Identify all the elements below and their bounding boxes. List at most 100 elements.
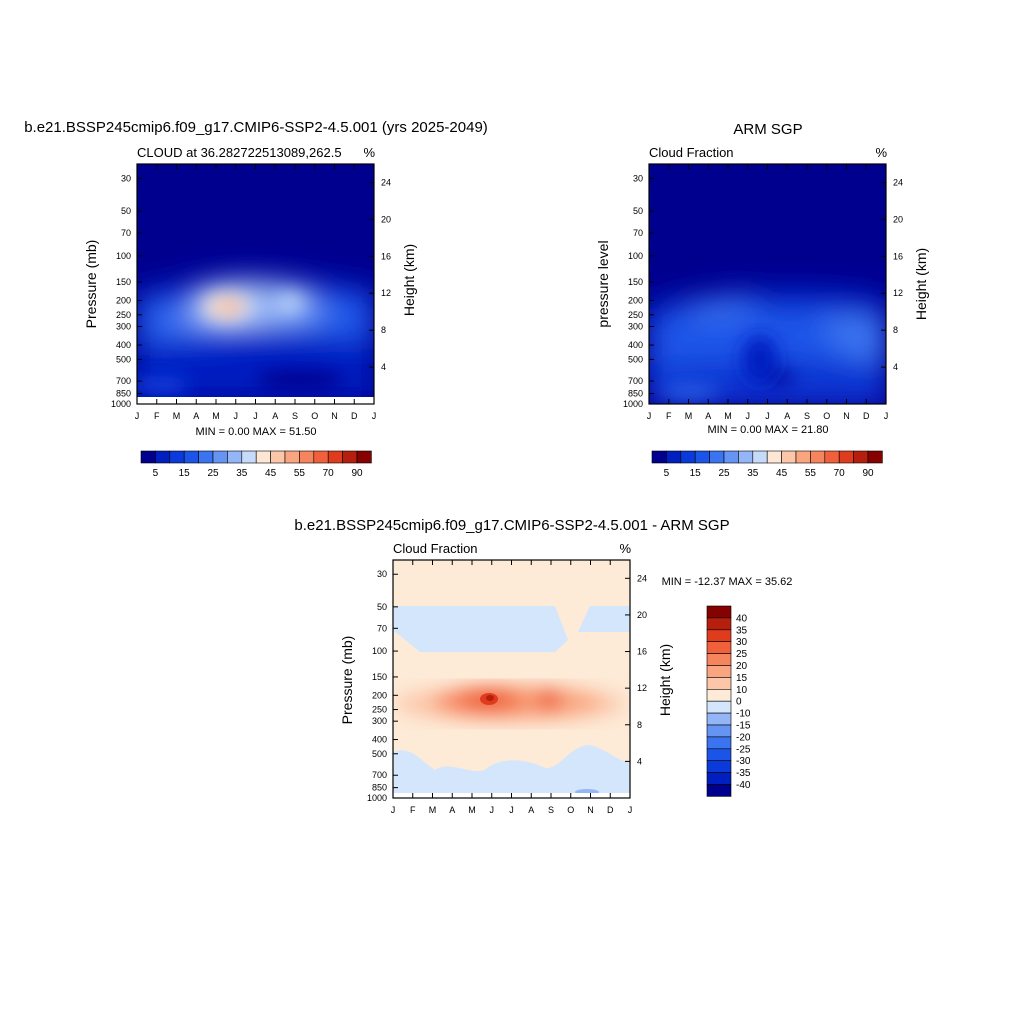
colorbar-label: 90 — [862, 468, 874, 479]
x-tick-label: M — [724, 411, 732, 421]
y2-tick-label: 16 — [381, 251, 391, 261]
x-tick-label: M — [429, 805, 437, 815]
y-tick-label: 300 — [372, 716, 387, 726]
x-tick-label: D — [607, 805, 614, 815]
colorbar-box — [706, 688, 732, 702]
y2-tick-label: 20 — [893, 214, 903, 224]
panel-title: b.e21.BSSP245cmip6.f09_g17.CMIP6-SSP2-4.… — [294, 517, 729, 534]
y2-tick-label: 4 — [893, 362, 898, 372]
y-tick-label: 30 — [121, 173, 131, 183]
panel-left-label: Cloud Fraction — [393, 541, 478, 556]
x-tick-label: F — [154, 411, 160, 421]
colorbar-label: 15 — [690, 468, 702, 479]
colorbar-label: 25 — [718, 468, 730, 479]
y-tick-label: 300 — [116, 322, 131, 332]
min-max-text: MIN = 0.00 MAX = 51.50 — [195, 426, 316, 438]
colorbar-box — [706, 760, 732, 773]
y-tick-label: 1000 — [623, 399, 643, 409]
panel-difference: b.e21.BSSP245cmip6.f09_g17.CMIP6-SSP2-4.… — [294, 517, 792, 815]
colorbar-box — [255, 450, 271, 464]
colorbar-box — [706, 653, 732, 666]
colorbar-box — [169, 450, 185, 464]
colorbar-label: 55 — [294, 468, 306, 479]
y2-tick-label: 24 — [893, 177, 903, 187]
y-tick-label: 200 — [628, 295, 643, 305]
x-tick-label: A — [528, 805, 534, 815]
colorbar-box — [327, 450, 343, 464]
min-max-text: MIN = 0.00 MAX = 21.80 — [707, 424, 828, 436]
x-tick-label: N — [843, 411, 850, 421]
colorbar-box — [241, 450, 257, 464]
colorbar-box — [752, 450, 768, 464]
y2-tick-label: 8 — [893, 325, 898, 335]
colorbar-box — [284, 450, 300, 464]
colorbar-box — [212, 450, 228, 464]
y-tick-label: 30 — [377, 569, 387, 579]
colorbar-box — [140, 450, 156, 464]
y-tick-label: 500 — [372, 749, 387, 759]
y2-tick-label: 24 — [381, 177, 391, 187]
panel-title: b.e21.BSSP245cmip6.f09_g17.CMIP6-SSP2-4.… — [24, 119, 488, 136]
panel-left-label: CLOUD at 36.282722513089,262.5 — [137, 145, 342, 160]
colorbar-label: 35 — [236, 468, 248, 479]
colorbar-label: 40 — [736, 613, 748, 624]
colorbar-box — [198, 450, 214, 464]
colorbar-box — [706, 736, 732, 750]
colorbar-box — [838, 450, 854, 464]
x-tick-label: A — [193, 411, 199, 421]
colorbar: 5 15 25 35 45 55 70 90 — [140, 450, 372, 479]
panel-observation: ARM SGP Cloud Fraction % 30 50 70 100 150 200… — [595, 121, 929, 479]
x-tick-label: M — [468, 805, 476, 815]
panel-left-label: Cloud Fraction — [649, 145, 734, 160]
colorbar-box — [853, 450, 869, 464]
colorbar-box — [738, 450, 754, 464]
panel-units-label: % — [363, 145, 375, 160]
min-max-text: MIN = -12.37 MAX = 35.62 — [662, 576, 793, 588]
y-tick-label: 500 — [628, 354, 643, 364]
y-tick-label: 70 — [377, 623, 387, 633]
colorbar-box — [706, 724, 732, 738]
y2-tick-label: 4 — [637, 756, 642, 766]
y2-tick-label: 20 — [381, 214, 391, 224]
colorbar-label: -15 — [736, 721, 751, 732]
colorbar-box — [766, 450, 782, 464]
colorbar-label: 55 — [805, 468, 817, 479]
colorbar-label: 0 — [736, 697, 742, 708]
x-tick-label: M — [212, 411, 220, 421]
right-axis: 24 20 16 12 8 4 — [881, 177, 903, 372]
colorbar-label: 70 — [323, 468, 335, 479]
colorbar-label: 25 — [207, 468, 219, 479]
colorbar-label: 35 — [747, 468, 759, 479]
x-tick-label: D — [351, 411, 358, 421]
right-axis: 24 20 16 12 8 4 — [625, 573, 647, 766]
colorbar-box — [706, 712, 732, 726]
panel-units-label: % — [619, 541, 631, 556]
x-tick-label: J — [647, 411, 652, 421]
x-tick-label: F — [410, 805, 416, 815]
y-tick-label: 850 — [116, 389, 131, 399]
contour-field — [393, 560, 630, 798]
colorbar-box — [795, 450, 811, 464]
y-tick-label: 300 — [628, 322, 643, 332]
y-tick-label: 850 — [372, 783, 387, 793]
y-axis-title: pressure level — [595, 240, 611, 327]
y-tick-label: 70 — [121, 228, 131, 238]
right-axis: 24 20 16 12 8 4 — [369, 177, 391, 372]
colorbar-box — [706, 665, 732, 678]
colorbar-label: 70 — [834, 468, 846, 479]
colorbar: 5 15 25 35 45 55 70 90 — [651, 450, 883, 479]
colorbar-box — [723, 450, 739, 464]
colorbar-label: -35 — [736, 768, 751, 779]
y2-axis-title: Height (km) — [401, 244, 417, 316]
colorbar-box — [694, 450, 710, 464]
colorbar-label: -30 — [736, 756, 751, 767]
panel-title: ARM SGP — [733, 121, 802, 138]
y-tick-label: 50 — [377, 602, 387, 612]
colorbar-label: 20 — [736, 661, 748, 672]
panel-model: b.e21.BSSP245cmip6.f09_g17.CMIP6-SSP2-4.… — [24, 119, 488, 479]
colorbar-label: -10 — [736, 709, 751, 720]
y-tick-label: 150 — [116, 277, 131, 287]
y2-axis-title: Height (km) — [657, 644, 673, 716]
x-tick-label: J — [746, 411, 751, 421]
